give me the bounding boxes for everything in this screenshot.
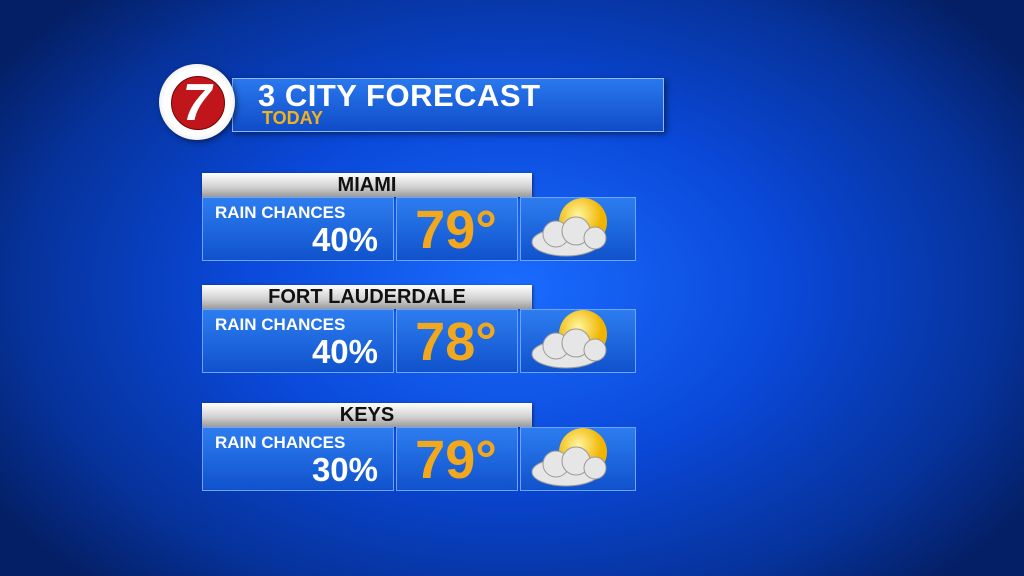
header-bar xyxy=(232,78,664,132)
temperature: 79° xyxy=(415,200,497,260)
logo-badge xyxy=(171,76,225,130)
icon-panel xyxy=(520,309,636,373)
city-name: MIAMI xyxy=(202,173,532,197)
temperature: 79° xyxy=(415,430,497,490)
rain-chance: 30% xyxy=(311,451,378,488)
cloud xyxy=(531,328,607,369)
weather-icon xyxy=(531,428,607,487)
rain-label: RAIN CHANCES xyxy=(215,433,346,452)
rain-panel xyxy=(202,427,394,491)
cloud xyxy=(531,446,607,487)
cloud xyxy=(531,216,607,257)
temp-panel xyxy=(396,309,518,373)
temp-panel xyxy=(396,197,518,261)
icon-panel xyxy=(520,197,636,261)
city-name: FORT LAUDERDALE xyxy=(202,285,532,309)
rain-chance: 40% xyxy=(311,221,378,258)
rain-chance: 40% xyxy=(311,333,378,370)
rain-label: RAIN CHANCES xyxy=(215,315,346,334)
temp-panel xyxy=(396,427,518,491)
city-name: KEYS xyxy=(202,403,532,427)
icon-panel xyxy=(520,427,636,491)
temperature: 78° xyxy=(415,312,497,372)
weather-icon xyxy=(531,310,607,369)
logo-text: 7 xyxy=(182,74,212,132)
weather-icon xyxy=(531,198,607,257)
rain-panel xyxy=(202,197,394,261)
subtitle: TODAY xyxy=(262,108,324,128)
rain-panel xyxy=(202,309,394,373)
title: 3 CITY FORECAST xyxy=(258,78,541,113)
rain-label: RAIN CHANCES xyxy=(215,203,346,222)
